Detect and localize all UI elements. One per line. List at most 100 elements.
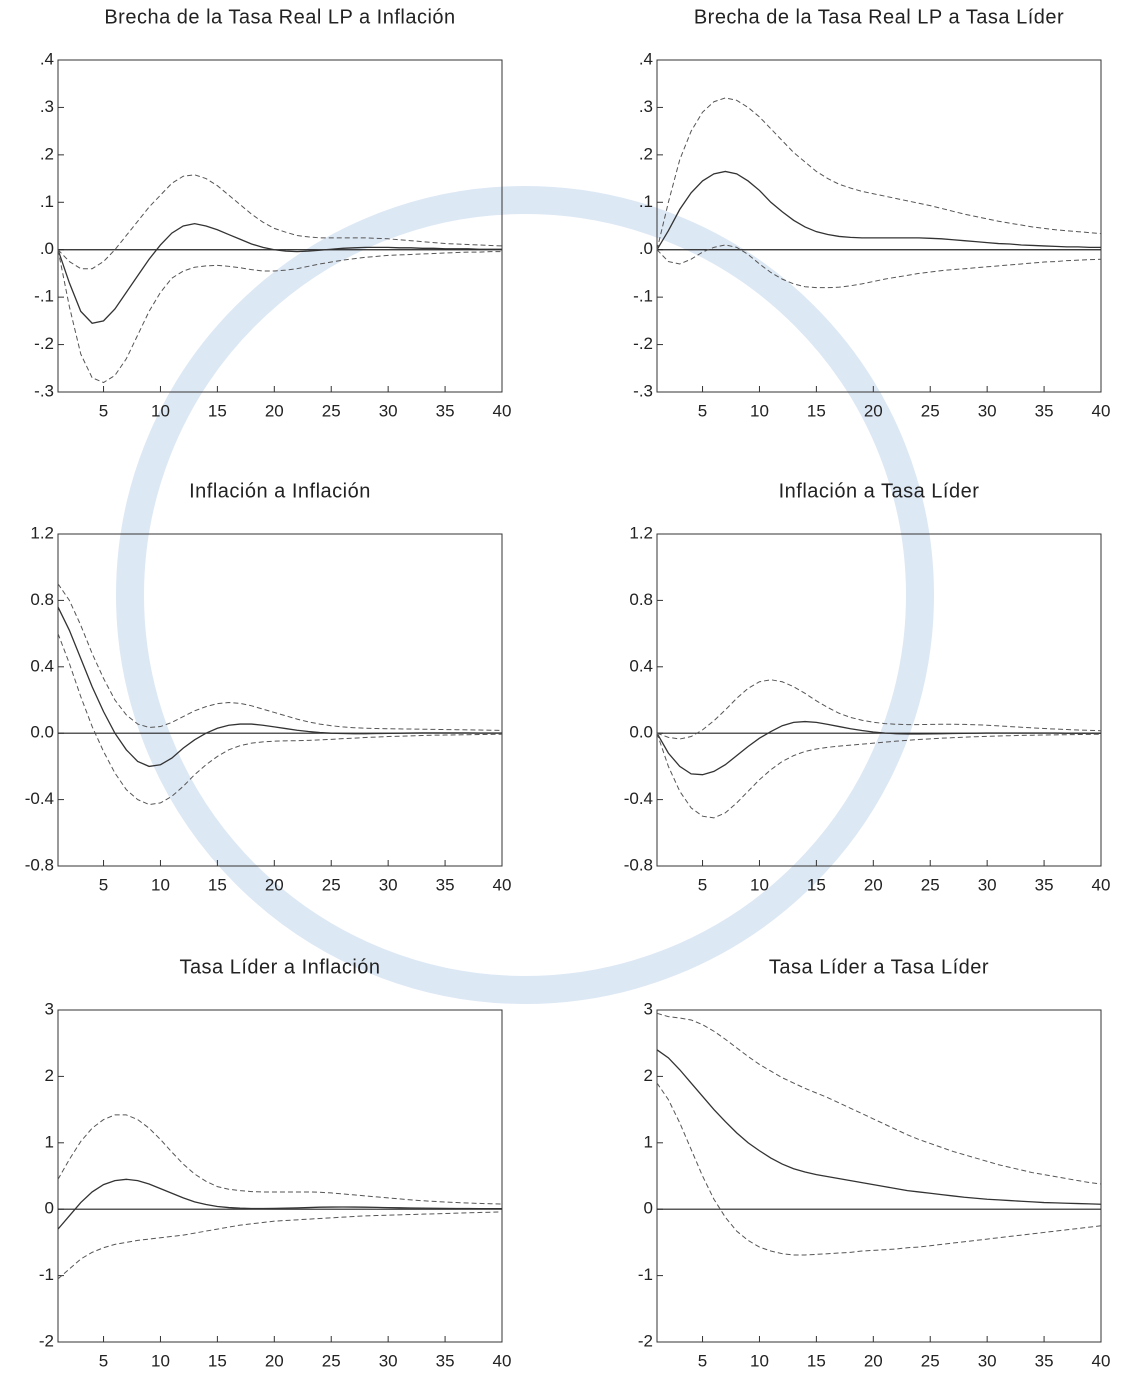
- x-tick-label: 20: [864, 1351, 883, 1370]
- impulse-response: [57, 222, 502, 324]
- y-tick-label: 0.0: [629, 723, 653, 742]
- impulse-response: [656, 1049, 1102, 1205]
- y-tick-label: -.3: [633, 381, 653, 400]
- y-tick-label: 0.0: [30, 723, 54, 742]
- y-tick-label: 2: [644, 1066, 653, 1085]
- x-tick-label: 5: [698, 401, 707, 420]
- x-tick-label: 20: [864, 401, 883, 420]
- y-tick-label: 1: [644, 1132, 653, 1151]
- x-tick-label: 30: [978, 1351, 997, 1370]
- x-tick-label: 30: [379, 875, 398, 894]
- y-tick-label: -.2: [633, 334, 653, 353]
- x-tick-label: 10: [151, 1351, 170, 1370]
- x-tick-label: 25: [322, 1351, 341, 1370]
- x-tick-label: 20: [265, 401, 284, 420]
- panel-title: Brecha de la Tasa Real LP a Inflación: [104, 6, 455, 28]
- confidence-band: [57, 174, 503, 270]
- y-tick-label: -.1: [34, 287, 54, 306]
- y-tick-label: -.1: [633, 287, 653, 306]
- x-tick-label: 30: [379, 1351, 398, 1370]
- confidence-band: [57, 249, 502, 384]
- x-tick-label: 40: [493, 401, 512, 420]
- y-tick-label: .0: [639, 239, 653, 258]
- confidence-band: [656, 244, 1102, 289]
- x-tick-label: 40: [1092, 401, 1111, 420]
- confidence-band: [656, 1012, 1102, 1185]
- y-tick-label: 3: [644, 999, 653, 1018]
- x-tick-label: 25: [921, 1351, 940, 1370]
- x-tick-label: 15: [208, 875, 227, 894]
- x-tick-label: 10: [750, 401, 769, 420]
- x-tick-label: 10: [750, 875, 769, 894]
- y-tick-label: 0.4: [629, 656, 653, 675]
- y-tick-label: .4: [639, 49, 653, 68]
- y-tick-label: .3: [40, 97, 54, 116]
- confidence-band: [656, 1082, 1102, 1256]
- x-tick-label: 35: [436, 875, 455, 894]
- y-tick-label: .0: [40, 239, 54, 258]
- y-tick-label: -0.4: [25, 789, 54, 808]
- x-tick-label: 30: [379, 401, 398, 420]
- x-tick-label: 40: [1092, 1351, 1111, 1370]
- plot-frame: [656, 533, 1102, 867]
- x-tick-label: 35: [436, 1351, 455, 1370]
- y-tick-label: 1.2: [30, 523, 54, 542]
- y-tick-label: -.2: [34, 334, 54, 353]
- y-tick-label: -0.4: [624, 789, 653, 808]
- x-tick-label: 5: [698, 1351, 707, 1370]
- x-tick-label: 10: [151, 401, 170, 420]
- watermark: [116, 186, 934, 1004]
- y-tick-label: .1: [40, 192, 54, 211]
- x-tick-label: 30: [978, 875, 997, 894]
- x-tick-label: 35: [436, 401, 455, 420]
- panel-title: Inflación a Inflación: [189, 480, 371, 502]
- x-tick-label: 25: [322, 401, 341, 420]
- y-tick-label: -1: [638, 1265, 653, 1284]
- y-tick-label: 0: [45, 1199, 54, 1218]
- confidence-band: [656, 679, 1102, 740]
- y-tick-label: -2: [638, 1331, 653, 1350]
- y-tick-label: -0.8: [25, 855, 54, 874]
- plot-frame: [57, 533, 503, 867]
- y-tick-label: 0.8: [629, 590, 653, 609]
- y-tick-label: -1: [39, 1265, 54, 1284]
- y-tick-label: -0.8: [624, 855, 653, 874]
- y-tick-label: -.3: [34, 381, 54, 400]
- confidence-band: [57, 1211, 503, 1280]
- x-tick-label: 40: [493, 875, 512, 894]
- x-tick-label: 25: [322, 875, 341, 894]
- x-tick-label: 15: [208, 1351, 227, 1370]
- confidence-band: [656, 97, 1102, 250]
- x-tick-label: 35: [1035, 875, 1054, 894]
- y-tick-label: .2: [40, 144, 54, 163]
- x-tick-label: 20: [864, 875, 883, 894]
- y-tick-label: 0.4: [30, 656, 54, 675]
- x-tick-label: 15: [807, 1351, 826, 1370]
- plot-frame: [656, 1009, 1102, 1343]
- x-tick-label: 25: [921, 875, 940, 894]
- x-tick-label: 10: [151, 875, 170, 894]
- plot-frame: [57, 59, 503, 393]
- x-tick-label: 15: [807, 875, 826, 894]
- x-tick-label: 5: [698, 875, 707, 894]
- y-tick-label: 0.8: [30, 590, 54, 609]
- x-tick-label: 20: [265, 1351, 284, 1370]
- y-tick-label: .4: [40, 49, 54, 68]
- confidence-band: [57, 1114, 503, 1205]
- y-tick-label: 2: [45, 1066, 54, 1085]
- x-tick-label: 15: [807, 401, 826, 420]
- x-tick-label: 25: [921, 401, 940, 420]
- y-tick-label: .2: [639, 144, 653, 163]
- y-tick-label: 1.2: [629, 523, 653, 542]
- plot-frame: [656, 59, 1102, 393]
- confidence-band: [656, 733, 1102, 819]
- x-tick-label: 35: [1035, 1351, 1054, 1370]
- impulse-response: [656, 720, 1101, 776]
- confidence-band: [57, 583, 503, 731]
- x-tick-label: 5: [99, 875, 108, 894]
- y-tick-label: 1: [45, 1132, 54, 1151]
- panel-title: Tasa Líder a Tasa Líder: [769, 956, 989, 978]
- x-tick-label: 5: [99, 1351, 108, 1370]
